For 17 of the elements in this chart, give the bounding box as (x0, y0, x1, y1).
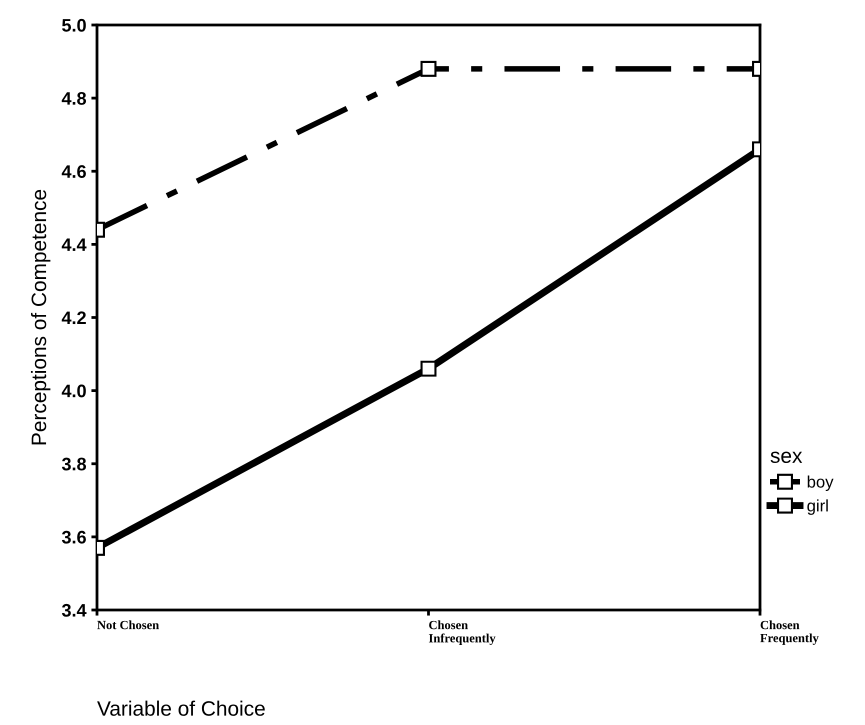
y-tick-label: 4.0 (62, 384, 86, 398)
legend-title: sex (770, 452, 802, 464)
y-axis-title: Perceptions of Competence (30, 190, 50, 444)
y-tick-label: 3.6 (62, 530, 86, 544)
y-tick-label: 5.0 (62, 18, 86, 32)
y-tick-label: 3.8 (62, 458, 86, 470)
x-tick-label: Not Chosen (97, 620, 159, 630)
y-tick-label: 4.6 (62, 165, 86, 178)
y-tick-label: 4.8 (62, 92, 86, 105)
legend-label: boy (808, 475, 834, 492)
x-tick-label: Chosen Frequently (760, 620, 819, 645)
x-tick-label: Chosen Infrequently (428, 620, 496, 646)
y-tick-label: 3.4 (62, 604, 86, 617)
y-tick-label: 4.2 (62, 311, 86, 324)
y-tick-label: 4.4 (62, 238, 86, 251)
legend-label: girl (807, 499, 828, 515)
x-axis-title: Variable of Choice (97, 700, 265, 716)
